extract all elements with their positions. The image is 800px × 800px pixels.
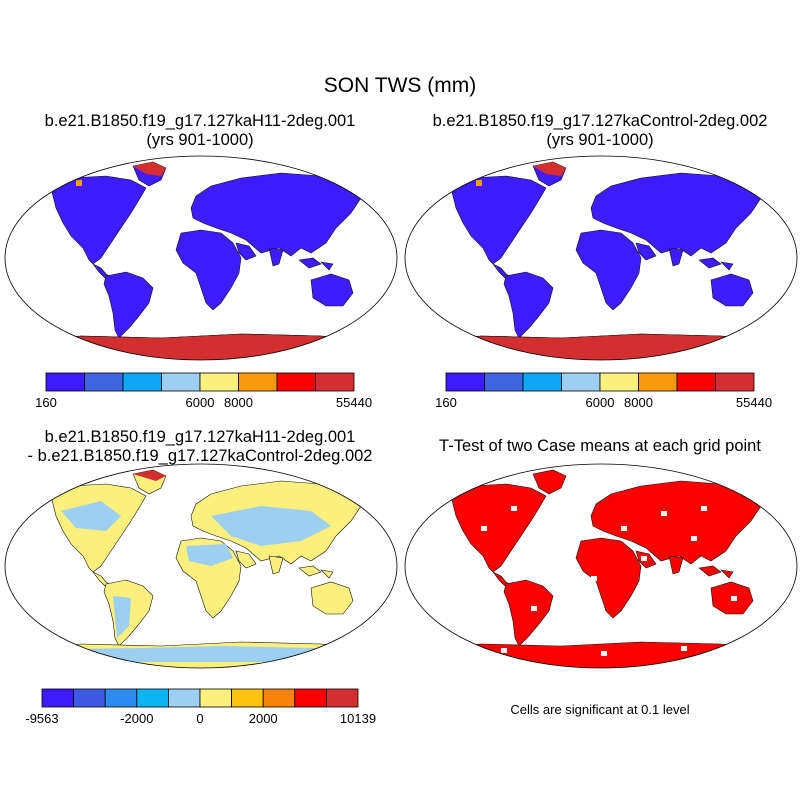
map-4-nonsig-cell-1 <box>481 526 487 531</box>
map-4-nonsig-cell-7 <box>731 596 737 601</box>
map-panel-3 <box>4 463 398 669</box>
colorbar-1-swatch-5 <box>199 372 239 392</box>
map-1-alaska-patch <box>76 180 82 186</box>
map-2-antarctica <box>405 333 797 360</box>
colorbar-3-swatch-1 <box>41 688 75 708</box>
colorbar-2-swatch-2 <box>484 372 524 392</box>
map-4-nonsig-cell-12 <box>751 526 757 531</box>
panel-2-title-line1: b.e21.B1850.f19_g17.127kaControl-2deg.00… <box>432 112 768 130</box>
colorbar-3-swatch-5 <box>167 688 201 708</box>
colorbar-2-swatch-3 <box>522 372 562 392</box>
map-4-nonsig-cell-15 <box>501 648 507 653</box>
colorbar-3-swatch-4 <box>136 688 169 708</box>
colorbar-3-tick-label-3: 0 <box>196 711 203 726</box>
panel-2-title-line2: (yrs 901-1000) <box>546 131 654 149</box>
colorbar-1-tick-label-4: 55440 <box>336 395 372 410</box>
map-1-border <box>4 155 398 361</box>
colorbar-1-tick-label-2: 6000 <box>186 395 215 410</box>
map-panel-2 <box>404 155 798 361</box>
colorbar-1-swatch-4 <box>161 372 201 392</box>
map-2-greenland-patch <box>533 162 566 176</box>
map-3-negative-region-2 <box>113 596 131 638</box>
colorbar-1-swatch-1 <box>45 372 85 392</box>
colorbar-2-tick-label-1: 160 <box>435 395 457 410</box>
map-4-nonsig-cell-6 <box>591 576 597 581</box>
colorbar-3-tick-label-1: -9563 <box>25 711 58 726</box>
colorbar-3-tick-label-2: -2000 <box>120 711 153 726</box>
panel-1-title: b.e21.B1850.f19_g17.127kaH11-2deg.001 (y… <box>0 112 400 150</box>
map-4-nonsig-cell-3 <box>621 526 627 531</box>
colorbar-1-tick-label-3: 8000 <box>224 395 253 410</box>
colorbar-1-swatch-8 <box>315 372 355 392</box>
map-4-nonsig-cell-5 <box>691 536 697 541</box>
colorbar-3-swatch-6 <box>199 688 233 708</box>
map-3-negative-region-1 <box>61 501 121 531</box>
colorbar-3-swatch-3 <box>104 688 138 708</box>
colorbar-3-tick-label-4: 2000 <box>249 711 278 726</box>
colorbar-1-swatch-7 <box>276 372 316 392</box>
map-4-nonsig-cell-13 <box>601 651 607 656</box>
colorbar-2-swatch-5 <box>599 372 639 392</box>
map-2-alaska-patch <box>476 180 482 186</box>
map-4-nonsig-cell-2 <box>511 506 517 511</box>
colorbar-3-swatch-8 <box>262 688 296 708</box>
panel-3-title-line1: b.e21.B1850.f19_g17.127kaH11-2deg.001 <box>44 428 356 446</box>
map-3-border <box>4 463 398 669</box>
colorbar-3-swatch-9 <box>294 688 327 708</box>
colorbar-1-swatch-6 <box>238 372 278 392</box>
map-4-border <box>404 463 798 669</box>
map-4-nonsig-cell-11 <box>561 496 567 501</box>
colorbar-1-swatch-3 <box>122 372 162 392</box>
colorbar-2-swatch-8 <box>715 372 755 392</box>
colorbar-2-swatch-6 <box>638 372 678 392</box>
map-3-greenland-patch <box>133 470 166 481</box>
colorbar-2-swatch-1 <box>445 372 485 392</box>
map-4-nonsig-cell-10 <box>641 556 647 561</box>
map-4-nonsig-cell-9 <box>701 506 707 511</box>
colorbar-2-tick-label-2: 6000 <box>586 395 615 410</box>
colorbar-2: 160 6000 8000 55440 <box>435 372 772 410</box>
colorbar-3: -9563 -2000 0 2000 10139 <box>25 688 376 726</box>
panel-1-title-line2: (yrs 901-1000) <box>146 131 254 149</box>
map-1-greenland-patch <box>133 162 166 176</box>
main-title: SON TWS (mm) <box>323 74 477 97</box>
colorbar-2-swatch-4 <box>561 372 601 392</box>
panel-4-title: T-Test of two Case means at each grid po… <box>439 437 761 455</box>
map-2-border <box>404 155 798 361</box>
map-3-negative-region-5 <box>5 646 397 662</box>
map-panel-1 <box>4 155 398 361</box>
panel-1-title-line1: b.e21.B1850.f19_g17.127kaH11-2deg.001 <box>44 112 356 130</box>
map-4-nonsig-cell-4 <box>661 511 667 516</box>
colorbar-2-swatch-7 <box>676 372 716 392</box>
map-1-antarctica <box>5 333 397 360</box>
panel-3-title-line2: - b.e21.B1850.f19_g17.127kaControl-2deg.… <box>27 447 373 465</box>
colorbar-3-swatch-7 <box>231 688 264 708</box>
significance-note: Cells are significant at 0.1 level <box>510 702 690 717</box>
colorbar-3-swatch-2 <box>73 688 106 708</box>
colorbar-2-tick-label-3: 8000 <box>624 395 653 410</box>
colorbar-3-swatch-10 <box>325 688 359 708</box>
map-3-negative-region-3 <box>211 506 331 546</box>
colorbar-1: 160 6000 8000 55440 <box>35 372 372 410</box>
map-3-negative-region-4 <box>186 544 233 566</box>
map-panel-4 <box>404 463 798 669</box>
panel-3-title: b.e21.B1850.f19_g17.127kaH11-2deg.001 - … <box>0 428 400 466</box>
colorbar-2-tick-label-4: 55440 <box>736 395 772 410</box>
map-4-nonsig-cell-8 <box>531 606 537 611</box>
panel-2-title: b.e21.B1850.f19_g17.127kaControl-2deg.00… <box>400 112 800 150</box>
colorbar-1-tick-label-1: 160 <box>35 395 57 410</box>
map-4-nonsig-cell-14 <box>681 646 687 651</box>
colorbar-1-swatch-2 <box>84 372 124 392</box>
colorbar-3-tick-label-5: 10139 <box>340 711 376 726</box>
